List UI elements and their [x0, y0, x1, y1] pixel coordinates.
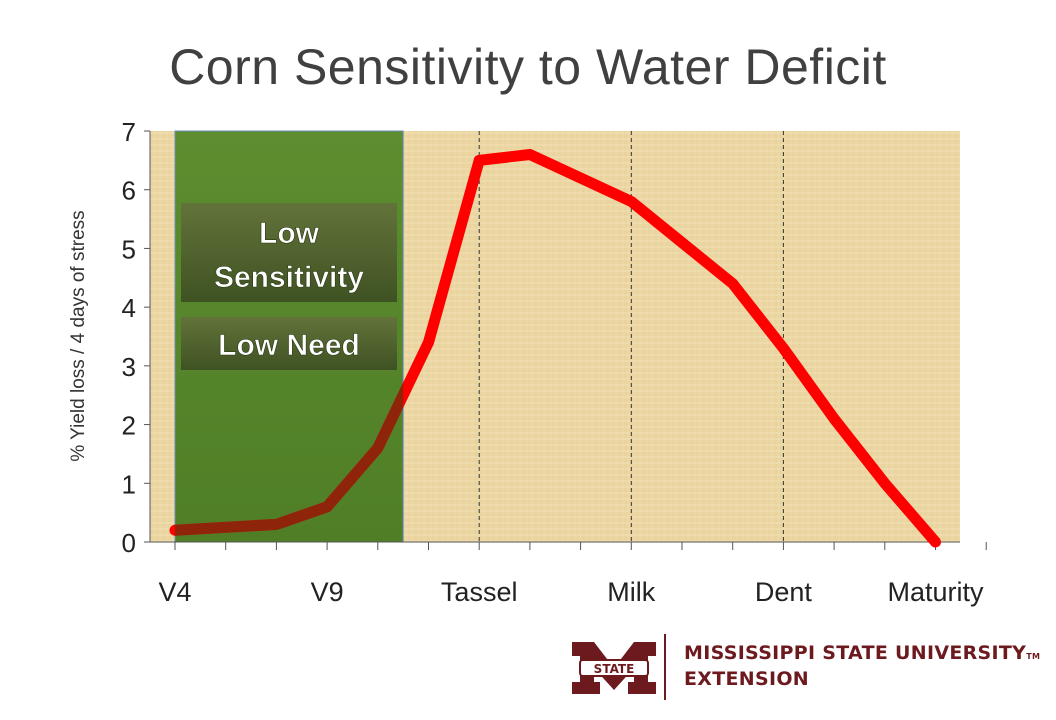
y-tick-label: 1: [122, 469, 136, 499]
y-tick-label: 6: [122, 176, 136, 206]
low-need-label: Low Need: [218, 329, 360, 362]
y-tick-label: 4: [122, 293, 136, 323]
line-chart: 0 1 2 3 4 5 6 7 V4 V9 Tassel Milk Dent Maturity Low Se…: [68, 117, 987, 607]
low-need-box: [181, 317, 397, 370]
logo-university-name: MISSISSIPPI STATE UNIVERSITY: [684, 642, 1027, 664]
msu-m-logo-icon: STATE: [572, 642, 656, 694]
y-axis-label: % Yield loss / 4 days of stress: [68, 210, 89, 461]
low-sensitivity-box: [181, 203, 397, 302]
x-tick-label: Maturity: [887, 577, 984, 607]
logo-trademark: TM: [1026, 652, 1041, 661]
y-tick-label: 5: [122, 234, 136, 264]
x-tick-label: Dent: [755, 577, 813, 607]
logo-extension: EXTENSION: [684, 668, 809, 690]
logo-text: MISSISSIPPI STATE UNIVERSITYTM EXTENSION: [684, 642, 1040, 690]
y-tick-label: 7: [122, 117, 136, 147]
logo-badge-text: STATE: [594, 662, 635, 676]
x-tick-label: V4: [158, 577, 191, 607]
slide-title: Corn Sensitivity to Water Deficit: [169, 39, 887, 95]
y-tick-label: 3: [122, 352, 136, 382]
y-tick-label: 0: [122, 528, 136, 558]
x-tick-label: Tassel: [441, 577, 518, 607]
logo-divider: [664, 634, 666, 700]
low-sensitivity-label: Low Sensitivity: [214, 217, 364, 294]
msu-extension-logo: STATE MISSISSIPPI STATE UNIVERSITYTM EXT…: [566, 634, 1040, 700]
x-tick-label: V9: [311, 577, 344, 607]
y-tick-label: 2: [122, 411, 136, 441]
x-tick-label: Milk: [607, 577, 655, 607]
yield-loss-line-shaded: [175, 382, 404, 536]
